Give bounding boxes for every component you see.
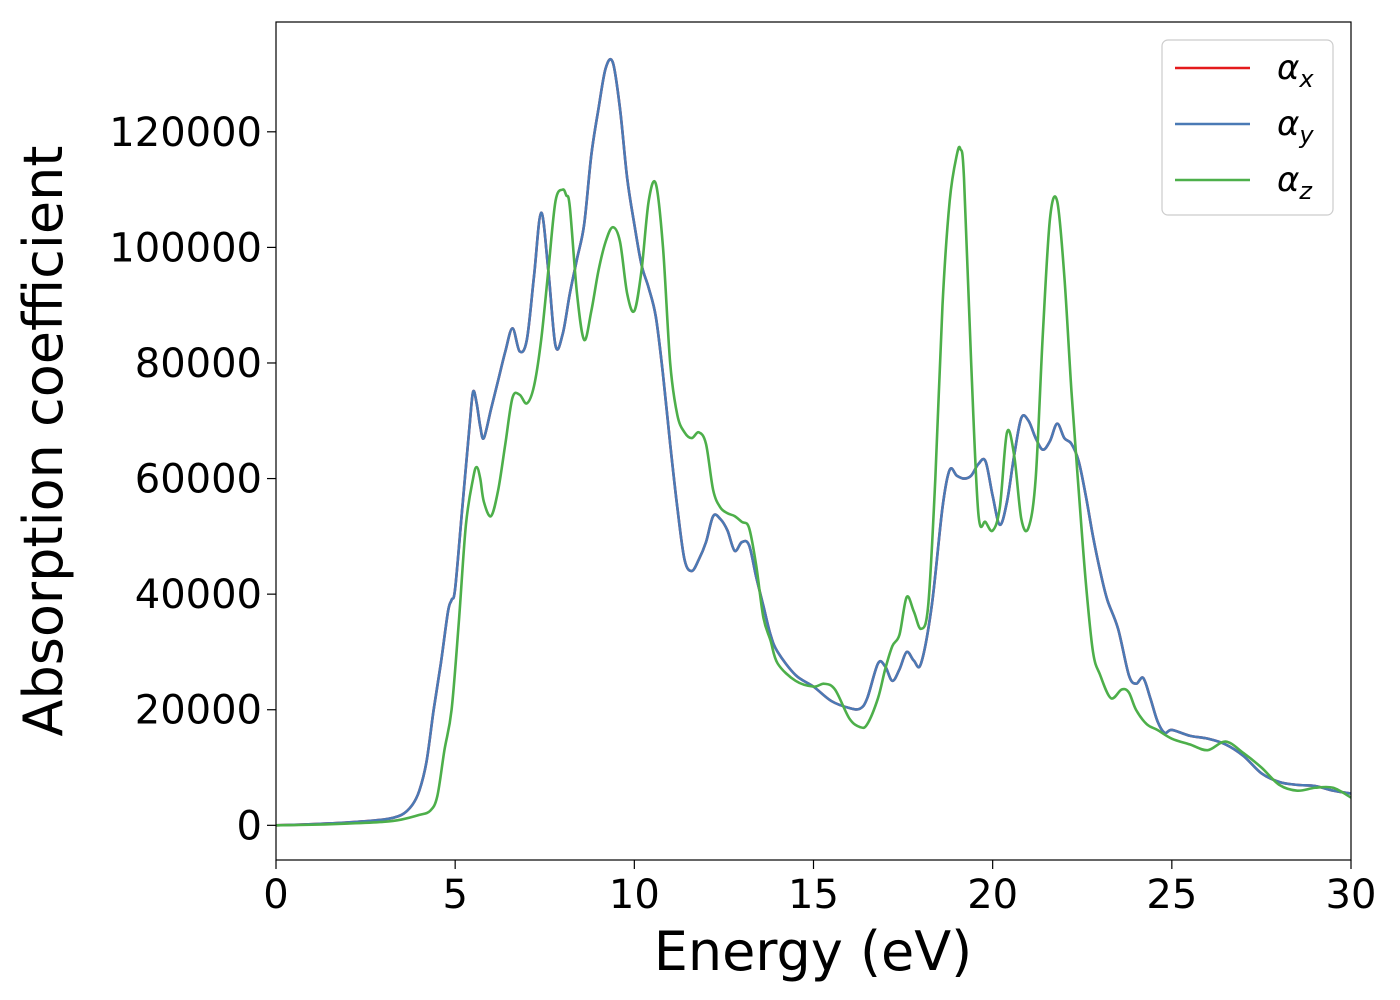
legend-label-alpha-x: αx (1277, 48, 1314, 93)
x-tick-label: 25 (1146, 872, 1197, 918)
y-tick-label: 60000 (135, 457, 262, 503)
y-tick-label: 120000 (109, 110, 262, 156)
x-tick-label: 20 (967, 872, 1018, 918)
x-axis: 0 5 10 15 20 25 30 (263, 860, 1376, 918)
series-layer (275, 57, 1352, 827)
y-tick-label: 0 (237, 803, 262, 849)
y-tick-label: 20000 (135, 688, 262, 734)
series-line-alpha-z (275, 145, 1352, 827)
x-tick-label: 0 (263, 872, 288, 918)
x-tick-label: 10 (609, 872, 660, 918)
y-tick-label: 40000 (135, 572, 262, 618)
legend: αx αy αz (1161, 39, 1334, 216)
y-axis-title: Absorption coefficient (12, 146, 75, 737)
y-axis: 0 20000 40000 60000 80000 100000 120000 (109, 110, 276, 849)
legend-label-alpha-z: αz (1277, 160, 1313, 205)
series-line-alpha-y (275, 57, 1352, 827)
legend-label-alpha-y: αy (1277, 104, 1314, 149)
y-tick-label: 100000 (109, 225, 262, 271)
x-tick-label: 30 (1326, 872, 1377, 918)
legend-box (1161, 39, 1334, 216)
x-tick-label: 15 (788, 872, 839, 918)
y-tick-label: 80000 (135, 341, 262, 387)
x-axis-title: Energy (eV) (654, 920, 973, 983)
x-tick-label: 5 (442, 872, 467, 918)
